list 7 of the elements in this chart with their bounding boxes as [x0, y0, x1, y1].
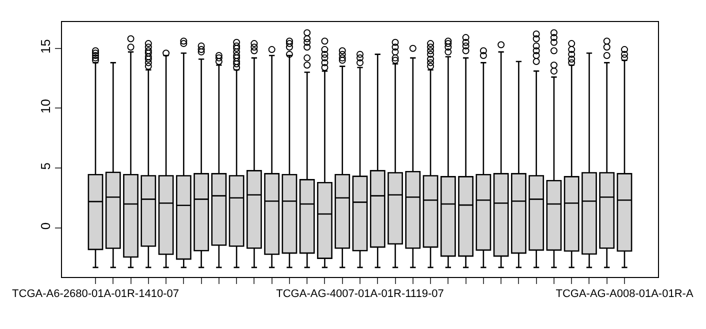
y-tick-label: 5 [38, 162, 53, 170]
x-tick-label: TCGA-AG-4007-01A-01R-1119-07 [276, 288, 444, 300]
y-tick-label: 15 [38, 39, 53, 54]
x-tick-label: TCGA-AG-A008-01A-01R-A [556, 288, 694, 300]
y-tick-label: 0 [38, 222, 53, 230]
x-tick-label: TCGA-A6-2680-01A-01R-1410-07 [12, 288, 179, 300]
y-tick-label: 10 [38, 99, 53, 114]
